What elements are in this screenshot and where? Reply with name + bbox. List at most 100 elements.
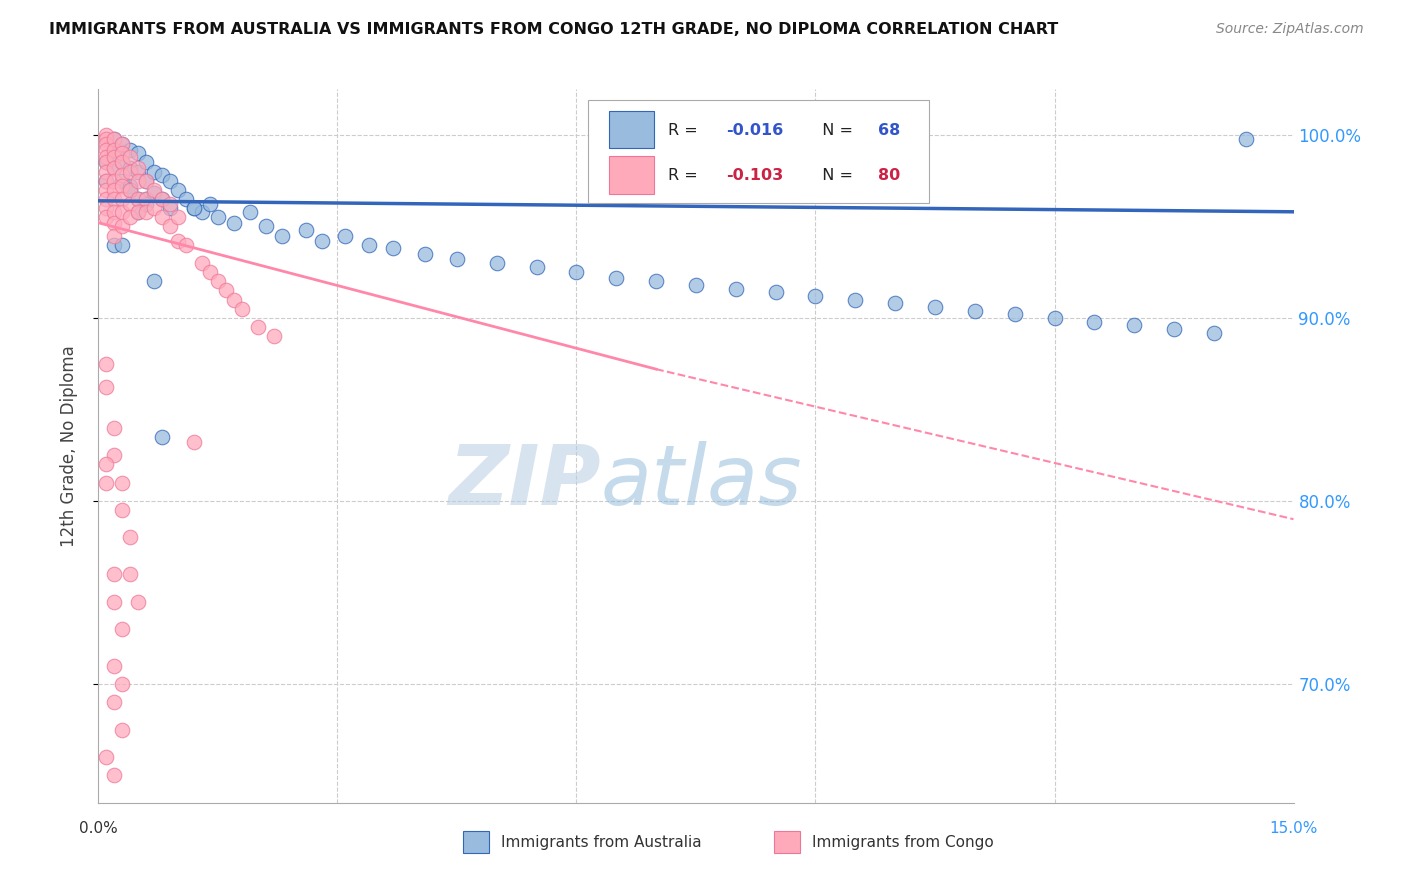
Point — [150, 430, 173, 444]
Point — [183, 201, 205, 215]
Point — [150, 211, 173, 225]
Point — [111, 503, 134, 517]
Point — [96, 128, 118, 142]
Point — [96, 164, 118, 178]
Point — [120, 143, 142, 157]
Point — [127, 164, 149, 178]
Point — [485, 256, 508, 270]
Point — [526, 260, 548, 274]
Text: atlas: atlas — [600, 442, 801, 522]
Point — [96, 174, 118, 188]
Point — [103, 192, 125, 206]
Point — [120, 211, 142, 225]
Point — [103, 448, 125, 462]
Point — [159, 174, 181, 188]
Point — [103, 174, 125, 188]
Point — [765, 285, 787, 300]
Point — [96, 150, 118, 164]
Point — [143, 274, 166, 288]
Point — [111, 677, 134, 691]
Point — [150, 192, 173, 206]
Text: 15.0%: 15.0% — [1270, 822, 1317, 836]
Point — [222, 293, 245, 307]
Bar — [773, 831, 800, 853]
Point — [103, 237, 125, 252]
Point — [127, 146, 149, 161]
Point — [565, 265, 588, 279]
Point — [96, 155, 118, 169]
Point — [103, 228, 125, 243]
Point — [103, 143, 125, 157]
Point — [150, 192, 173, 206]
Y-axis label: 12th Grade, No Diploma: 12th Grade, No Diploma — [59, 345, 77, 547]
Bar — [609, 156, 654, 194]
Text: -0.103: -0.103 — [725, 169, 783, 183]
Point — [111, 237, 134, 252]
Point — [96, 143, 118, 157]
Point — [191, 256, 214, 270]
Bar — [609, 112, 654, 148]
Point — [239, 204, 262, 219]
Point — [135, 204, 157, 219]
Text: 80: 80 — [877, 169, 900, 183]
Point — [1043, 310, 1066, 325]
Text: R =: R = — [668, 123, 703, 138]
Point — [143, 201, 166, 215]
Point — [120, 164, 142, 178]
Point — [103, 594, 125, 608]
Point — [198, 197, 221, 211]
Point — [246, 320, 269, 334]
Point — [96, 380, 118, 394]
Point — [111, 146, 134, 161]
Point — [294, 223, 316, 237]
Point — [215, 284, 238, 298]
Point — [111, 179, 134, 194]
Point — [111, 168, 134, 182]
Point — [924, 300, 946, 314]
Point — [103, 658, 125, 673]
Point — [103, 131, 125, 145]
Point — [103, 420, 125, 434]
Point — [111, 155, 134, 169]
Point — [103, 567, 125, 582]
Point — [382, 241, 405, 255]
Point — [270, 228, 292, 243]
Text: 68: 68 — [877, 123, 900, 138]
Point — [222, 216, 245, 230]
Point — [645, 274, 668, 288]
Point — [96, 475, 118, 490]
FancyBboxPatch shape — [589, 100, 929, 203]
Point — [1202, 326, 1225, 340]
Point — [111, 137, 134, 152]
Point — [207, 211, 229, 225]
Point — [127, 594, 149, 608]
Point — [167, 211, 190, 225]
Point — [1083, 315, 1105, 329]
Point — [183, 201, 205, 215]
Point — [111, 155, 134, 169]
Point — [103, 204, 125, 219]
Point — [605, 270, 627, 285]
Point — [96, 750, 118, 764]
Point — [167, 183, 190, 197]
Point — [111, 192, 134, 206]
Point — [159, 201, 181, 215]
Point — [111, 475, 134, 490]
Point — [335, 228, 357, 243]
Point — [103, 183, 125, 197]
Point — [135, 155, 157, 169]
Point — [174, 237, 197, 252]
Point — [127, 204, 149, 219]
Point — [120, 150, 142, 164]
Point — [135, 192, 157, 206]
Text: 0.0%: 0.0% — [79, 822, 118, 836]
Point — [103, 695, 125, 709]
Point — [103, 131, 125, 145]
Point — [120, 183, 142, 197]
Point — [413, 247, 436, 261]
Point — [96, 137, 118, 152]
Point — [111, 204, 134, 219]
Point — [120, 531, 142, 545]
Point — [120, 183, 142, 197]
Point — [135, 197, 157, 211]
